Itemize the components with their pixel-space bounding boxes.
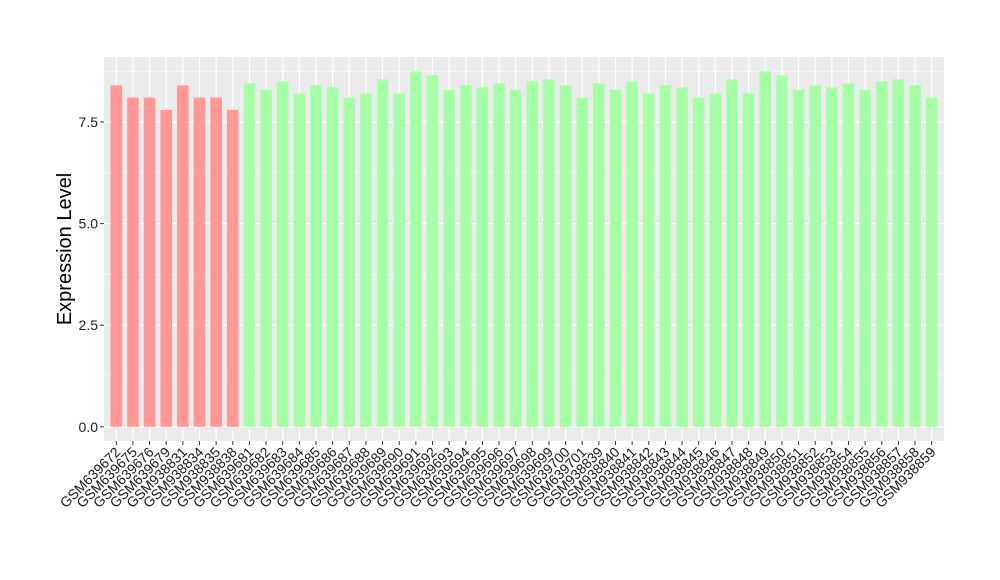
bar-GSM938842 [642,93,655,427]
bar-GSM938849 [759,71,772,427]
bar-GSM938855 [859,89,871,427]
bar-GSM639696 [493,83,505,427]
bar-GSM938835 [210,97,222,427]
bar-GSM639689 [376,79,389,427]
bar-GSM639675 [127,97,139,427]
y-axis-ticks: 0.0 2.5 5.0 7.5 [79,114,104,435]
bar-GSM938847 [726,79,738,427]
bar-GSM938839 [593,83,605,427]
bar-GSM938845 [692,97,705,427]
bar-GSM639679 [160,109,173,427]
bar-GSM938840 [609,89,622,427]
bar-GSM639688 [360,93,372,427]
bar-GSM938841 [626,81,638,427]
bar-GSM639697 [509,89,522,427]
bar-GSM639676 [143,97,156,427]
bar-GSM639698 [526,81,539,427]
bar-GSM639686 [326,87,339,427]
bar-GSM938846 [709,93,722,427]
bar-GSM639687 [343,97,356,427]
bar-GSM639672 [110,85,123,427]
bar-GSM639695 [476,87,489,427]
bar-GSM639691 [410,71,422,427]
bar-GSM639685 [310,85,322,427]
bar-GSM639682 [260,89,272,427]
bar-GSM938834 [193,97,206,427]
bar-GSM639681 [243,83,256,427]
bar-GSM938856 [875,81,888,427]
bar-GSM938858 [909,85,921,427]
bar-GSM639701 [576,97,589,427]
y-axis-title: Expression Level [54,173,76,325]
bar-GSM938852 [809,85,822,427]
bar-GSM938851 [792,89,805,427]
bar-GSM639690 [393,93,406,427]
y-tick-label: 5.0 [79,216,99,232]
bar-GSM938857 [892,79,905,427]
bar-GSM639699 [543,79,555,427]
bar-GSM938853 [826,87,838,427]
bar-GSM938854 [842,83,855,427]
y-tick-label: 0.0 [79,419,99,435]
bar-GSM938831 [177,85,189,427]
bars [110,71,938,427]
bar-GSM938848 [742,93,755,427]
x-axis-ticks: GSM639672GSM639675GSM639676GSM639679GSM9… [57,441,939,511]
bar-GSM639693 [443,89,455,427]
bar-GSM938859 [925,97,938,427]
bar-GSM938838 [226,109,239,427]
bar-GSM639684 [293,93,306,427]
bar-GSM639700 [559,85,572,427]
bar-GSM938843 [659,85,672,427]
y-tick-label: 2.5 [79,317,99,333]
bar-GSM639694 [459,85,472,427]
bar-GSM639683 [276,81,289,427]
bar-GSM639692 [426,75,439,427]
bar-GSM938850 [776,75,788,427]
bar-GSM938844 [676,87,688,427]
y-tick-label: 7.5 [79,114,99,130]
